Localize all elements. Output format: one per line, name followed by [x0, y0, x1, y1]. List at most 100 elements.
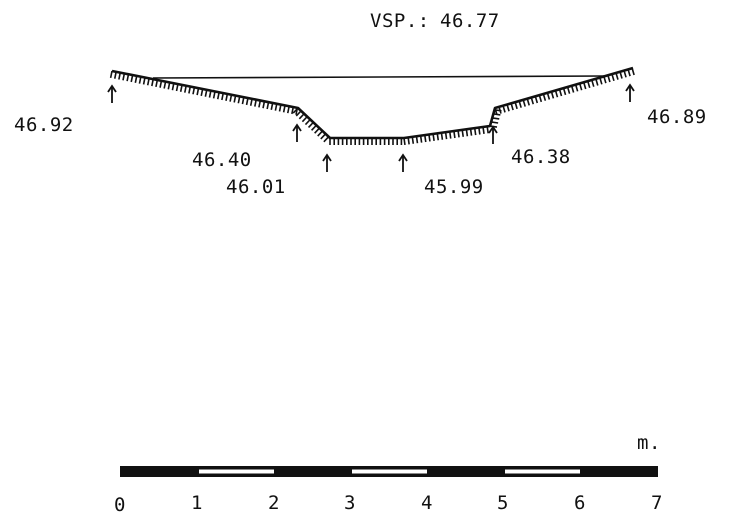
hatch-mark	[155, 79, 159, 88]
hatch-mark	[514, 101, 518, 110]
hatch-mark	[171, 83, 175, 91]
hatch-mark	[465, 129, 469, 137]
elevation-left-bottom: 46.01	[226, 176, 286, 198]
hatch-mark	[270, 102, 274, 110]
hatch-mark	[457, 130, 460, 138]
hatch-mark	[574, 84, 579, 92]
hatch-mark	[126, 74, 130, 82]
hatch-mark	[415, 136, 419, 144]
hatch-mark	[295, 110, 302, 117]
hatch-mark	[558, 89, 563, 97]
hatch-mark	[262, 101, 266, 109]
hatch-mark	[492, 117, 500, 120]
hatch-mark	[542, 93, 547, 101]
water-surface-line	[152, 75, 607, 79]
scale-segment-light-1	[199, 469, 274, 474]
hatch-mark	[175, 83, 179, 92]
scale-tick-5: 5	[497, 492, 509, 514]
hatch-mark	[245, 97, 249, 106]
hatch-mark	[196, 88, 200, 96]
hatch-mark	[163, 81, 167, 89]
scale-segment-light-3	[505, 469, 580, 474]
hatch-mark	[440, 132, 444, 140]
hatch-mark	[526, 98, 530, 106]
hatch-mark	[118, 72, 122, 80]
hatch-mark	[138, 76, 142, 84]
hatch-mark	[192, 87, 196, 95]
arrow-right-bank-icon	[625, 83, 635, 102]
hatch-mark	[473, 128, 477, 136]
hatch-mark	[249, 98, 253, 106]
hatch-mark	[424, 134, 427, 143]
hatch-mark	[307, 121, 314, 129]
hatch-mark	[498, 106, 502, 114]
hatch-mark	[631, 68, 635, 76]
hatch-mark	[453, 130, 456, 139]
hatch-mark	[615, 72, 619, 80]
hatch-mark	[562, 87, 567, 96]
elevation-right-toe: 46.38	[511, 146, 571, 168]
hatch-mark	[595, 78, 599, 86]
hatch-mark	[570, 85, 575, 93]
hatch-mark	[241, 97, 245, 105]
hatch-mark	[188, 86, 192, 94]
hatch-mark	[200, 88, 204, 97]
hatch-mark	[627, 69, 631, 77]
hatch-mark	[301, 116, 308, 123]
hatch-mark	[522, 99, 526, 107]
arrow-right-toe-icon	[488, 125, 498, 144]
hatch-mark	[582, 82, 587, 90]
elevation-left-toe: 46.40	[192, 149, 252, 171]
hatch-mark	[619, 71, 623, 79]
hatch-mark	[530, 97, 535, 105]
arrow-left-toe-icon	[292, 123, 302, 142]
hatch-mark	[225, 93, 229, 101]
hatch-mark	[291, 106, 295, 115]
hatch-mark	[566, 86, 571, 94]
hatch-mark	[233, 95, 237, 103]
hatch-mark	[428, 134, 431, 142]
hatch-mark	[212, 91, 216, 99]
hatch-mark	[254, 99, 257, 107]
hatch-mark	[298, 113, 305, 120]
hatch-mark	[599, 77, 603, 85]
hatch-mark	[146, 78, 150, 86]
elevation-center-bottom: 45.99	[424, 176, 484, 198]
hatch-mark	[159, 80, 163, 88]
water-level-value: 46.77	[440, 10, 500, 32]
hatch-mark	[323, 136, 330, 143]
water-level-label: VSP.:	[370, 10, 430, 32]
hatch-mark	[478, 127, 481, 135]
scale-tick-6: 6	[574, 492, 586, 514]
hatch-mark	[518, 100, 522, 108]
elevation-arrows	[107, 83, 635, 172]
hatch-mark	[167, 82, 171, 90]
hatch-mark	[134, 75, 138, 83]
hatch-mark	[611, 73, 615, 82]
arrow-center-bottom-icon	[398, 153, 408, 172]
ground-hatching	[109, 68, 635, 146]
hatch-mark	[183, 85, 187, 93]
hatch-mark	[204, 89, 208, 97]
hatch-mark	[286, 106, 290, 114]
hatch-mark	[623, 70, 627, 78]
elevation-left-bank: 46.92	[14, 114, 74, 136]
hatch-mark	[216, 92, 220, 100]
hatch-mark	[179, 84, 183, 92]
hatch-mark	[444, 132, 448, 140]
hatch-mark	[461, 129, 464, 137]
hatch-mark	[278, 104, 282, 112]
hatch-mark	[229, 94, 233, 102]
hatch-mark	[486, 126, 489, 134]
hatch-mark	[292, 107, 299, 114]
hatch-mark	[436, 133, 440, 141]
scale-unit: m.	[637, 432, 661, 454]
hatch-mark	[550, 91, 555, 99]
hatch-mark	[258, 100, 262, 108]
hatch-mark	[407, 137, 410, 145]
arrow-left-bottom-icon	[322, 153, 332, 172]
hatch-mark	[151, 79, 154, 87]
hatch-mark	[274, 103, 278, 111]
hatch-mark	[304, 118, 311, 126]
